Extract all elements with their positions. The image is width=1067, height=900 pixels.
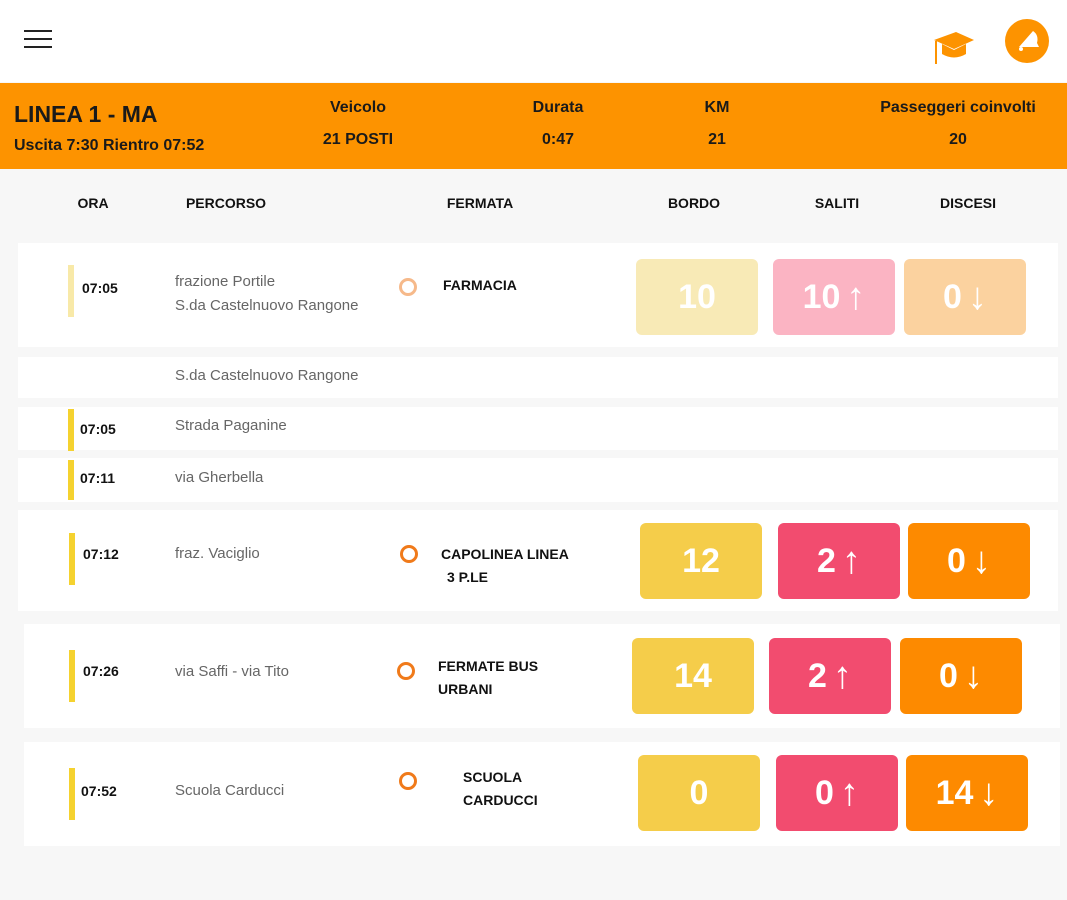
top-bar (0, 0, 1067, 82)
stop-marker-icon (399, 278, 417, 296)
col-discesi: DISCESI (939, 195, 997, 211)
bordo-count[interactable]: 12 (640, 523, 762, 599)
time-bar (68, 265, 74, 317)
bordo-count[interactable]: 14 (632, 638, 754, 714)
saliti-count[interactable]: 10 ↑ (773, 259, 895, 335)
route-text: Scuola Carducci (175, 782, 285, 799)
route-text: via Saffi - via Tito (175, 663, 289, 680)
stop-row[interactable]: 07:05 frazione Portile S.da Castelnuovo R… (18, 243, 1058, 347)
route-text: fraz. Vaciglio (175, 545, 260, 562)
saliti-count[interactable]: 0 ↑ (776, 755, 898, 831)
stat-km: KM 21 (704, 99, 730, 148)
stop-marker-icon (399, 772, 417, 790)
stop-time: 07:26 (83, 663, 119, 679)
time-bar (68, 460, 74, 500)
stop-time: 07:05 (82, 280, 118, 296)
arrow-down-icon: ↓ (967, 275, 987, 318)
discesi-count[interactable]: 0 ↓ (908, 523, 1030, 599)
saliti-count[interactable]: 2 ↑ (778, 523, 900, 599)
arrow-up-icon: ↑ (841, 539, 861, 582)
stop-name: FERMATE BUS URBANI (438, 658, 539, 697)
stop-name: SCUOLA CARDUCCI (463, 769, 538, 808)
route-row: 07:11 via Gherbella (18, 458, 1058, 502)
stop-name: CAPOLINEA LINEA 3 P.LE (441, 546, 569, 585)
col-ora: ORA (77, 195, 109, 211)
stop-marker-icon (400, 545, 418, 563)
route-row: 07:05 Strada Paganine (18, 407, 1058, 451)
arrow-up-icon: ↑ (839, 771, 859, 814)
bordo-count[interactable]: 0 (638, 755, 760, 831)
col-percorso: PERCORSO (185, 195, 267, 211)
stop-marker-icon (397, 662, 415, 680)
route-text: frazione Portile S.da Castelnuovo Rangone (175, 273, 359, 314)
graduation-cap-icon[interactable] (930, 24, 976, 68)
col-bordo: BORDO (667, 195, 721, 211)
stop-row[interactable]: 07:12 fraz. Vaciglio CAPOLINEA LINEA 3 P.… (18, 510, 1058, 611)
arrow-up-icon: ↑ (832, 654, 852, 697)
line-title: LINEA 1 - MA (14, 101, 158, 127)
bordo-count[interactable]: 10 (636, 259, 758, 335)
route-text: Strada Paganine (175, 417, 287, 434)
col-fermata: FERMATA (446, 195, 514, 211)
time-bar (68, 409, 74, 451)
time-bar (69, 650, 75, 702)
arrow-down-icon: ↓ (979, 771, 999, 814)
col-saliti: SALITI (814, 195, 860, 211)
time-bar (69, 768, 75, 820)
discesi-count[interactable]: 0 ↓ (900, 638, 1022, 714)
saliti-count[interactable]: 2 ↑ (769, 638, 891, 714)
time-bar (69, 533, 75, 585)
stop-time: 07:52 (81, 783, 117, 799)
route-row: S.da Castelnuovo Rangone (18, 357, 1058, 398)
stop-row[interactable]: 07:52 Scuola Carducci SCUOLA CARDUCCI 0 0… (24, 742, 1060, 846)
stop-name: FARMACIA (443, 277, 517, 293)
bell-icon[interactable] (1005, 19, 1049, 63)
stat-vehicle: Veicolo 21 POSTI (322, 99, 394, 148)
stat-duration: Durata 0:47 (532, 99, 584, 148)
discesi-count[interactable]: 14 ↓ (906, 755, 1028, 831)
discesi-count[interactable]: 0 ↓ (904, 259, 1026, 335)
hamburger-menu-icon[interactable] (24, 30, 52, 50)
arrow-down-icon: ↓ (971, 539, 991, 582)
line-schedule: Uscita 7:30 Rientro 07:52 (14, 137, 205, 154)
stop-time: 07:05 (80, 421, 116, 437)
stop-time: 07:12 (83, 546, 119, 562)
arrow-up-icon: ↑ (846, 275, 866, 318)
stat-passengers: Passeggeri coinvolti 20 (880, 99, 1036, 148)
route-text: via Gherbella (175, 469, 264, 486)
route-text: S.da Castelnuovo Rangone (175, 367, 359, 384)
line-summary-header: LINEA 1 - MA Uscita 7:30 Rientro 07:52 V… (0, 83, 1067, 169)
arrow-down-icon: ↓ (963, 654, 983, 697)
stop-row[interactable]: 07:26 via Saffi - via Tito FERMATE BUS UR… (24, 624, 1060, 728)
stop-time: 07:11 (80, 470, 116, 486)
